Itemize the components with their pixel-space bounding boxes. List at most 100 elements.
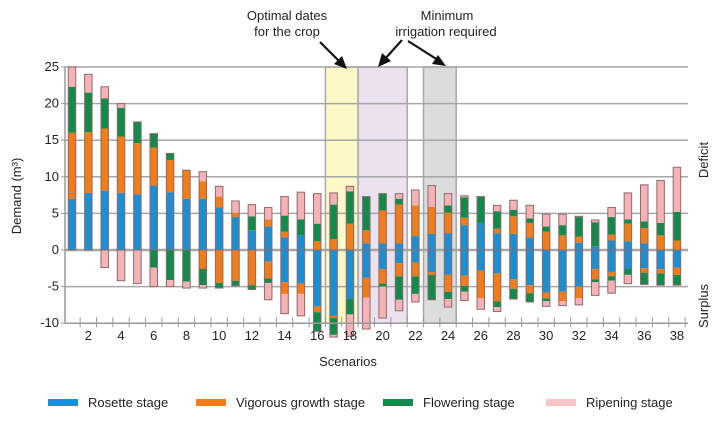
bar-segment-flowering-pos	[509, 209, 518, 217]
bar-outline-neg	[214, 249, 224, 289]
bar-segment-ripening-pos	[624, 192, 632, 220]
bar-segment-flowering-neg	[427, 274, 436, 300]
bar-segment-ripening-pos	[68, 67, 76, 87]
bar-segment-vigorous-pos	[84, 132, 93, 193]
bar-segment-vigorous-neg	[427, 271, 436, 275]
bar-segment-vigorous-pos	[150, 147, 158, 186]
bar-segment-rosette-neg	[558, 250, 567, 292]
bar-segment-flowering-pos	[477, 196, 485, 223]
bar-outline-neg	[100, 249, 109, 269]
bar-segment-ripening-neg	[166, 280, 174, 287]
bar-segment-ripening-pos	[248, 204, 256, 217]
bar-segment-ripening-pos	[100, 86, 109, 99]
bar-outline-neg	[590, 249, 600, 296]
y-tick-label: 10	[45, 169, 59, 184]
scenario-bar-10	[214, 185, 224, 289]
bar-outline-neg	[313, 249, 322, 332]
scenario-bar-26	[476, 196, 485, 310]
scenario-bar-23	[427, 185, 436, 301]
x-axis-title: Scenarios	[319, 354, 377, 369]
scenario-bar-24	[443, 193, 453, 308]
bar-segment-rosette-neg	[493, 250, 501, 274]
y-axis-title: Demand (m³)	[9, 158, 24, 235]
x-tick-label: 26	[474, 328, 488, 343]
legend-swatch-vigorous	[196, 399, 226, 406]
bar-segment-rosette-pos	[362, 243, 371, 250]
bar-segment-flowering-neg	[460, 285, 469, 292]
bar-segment-rosette-pos	[575, 242, 583, 250]
scenario-bar-7	[165, 152, 175, 288]
bar-segment-ripening-neg	[117, 250, 125, 281]
bar-segment-flowering-pos	[346, 191, 354, 224]
bar-segment-ripening-neg	[411, 293, 420, 302]
bar-segment-flowering-neg	[542, 298, 550, 302]
bar-segment-vigorous-pos	[444, 212, 452, 234]
bar-outline-neg	[149, 249, 158, 288]
bar-segment-rosette-pos	[411, 236, 420, 250]
bar-segment-vigorous-pos	[166, 159, 174, 193]
bar-segment-ripening-pos	[346, 186, 354, 192]
bar-segment-ripening-pos	[444, 193, 452, 206]
bar-segment-ripening-neg	[558, 301, 567, 306]
bar-segment-ripening-neg	[493, 307, 501, 312]
bar-segment-rosette-neg	[329, 250, 338, 316]
scenario-bar-37	[656, 179, 665, 286]
bar-segment-rosette-neg	[411, 250, 420, 263]
x-tick-label: 10	[212, 328, 226, 343]
bar-segment-flowering-pos	[607, 217, 616, 235]
bar-segment-rosette-pos	[166, 192, 174, 250]
bar-outline-neg	[116, 249, 126, 282]
bar-segment-rosette-neg	[542, 250, 550, 293]
bar-segment-ripening-neg	[477, 298, 485, 310]
bar-segment-ripening-pos	[329, 192, 338, 205]
surplus-label: Surplus	[696, 283, 711, 328]
legend-item-ripening: Ripening stage	[546, 395, 673, 410]
scenario-bar-36	[640, 184, 649, 285]
bar-segment-rosette-pos	[68, 198, 76, 250]
annotation-optimal-line1: Optimal dates	[247, 8, 328, 23]
legend-swatch-flowering	[383, 399, 413, 406]
bar-segment-ripening-pos	[493, 205, 501, 212]
y-tick-label: 0	[52, 242, 59, 257]
axes	[61, 66, 688, 328]
y-tick-label: -5	[47, 279, 59, 294]
legend-label-ripening: Ripening stage	[586, 395, 673, 410]
bar-segment-vigorous-pos	[313, 241, 321, 250]
bar-segment-ripening-pos	[526, 205, 534, 219]
bar-segment-vigorous-pos	[231, 212, 240, 218]
bar-segment-vigorous-neg	[248, 250, 256, 286]
bar-segment-flowering-pos	[575, 217, 583, 237]
annotation-arrow-minimum-a	[383, 39, 403, 61]
bar-segment-vigorous-neg	[542, 292, 550, 299]
bar-segment-ripening-pos	[264, 207, 272, 220]
bar-segment-flowering-pos	[166, 153, 174, 160]
arrowhead-minimum-b	[432, 55, 446, 66]
scenario-bar-5	[133, 121, 142, 285]
bar-segment-ripening-pos	[84, 74, 93, 93]
bar-segment-vigorous-pos	[607, 234, 616, 241]
bar-segment-ripening-neg	[182, 281, 191, 289]
bar-segment-ripening-pos	[395, 193, 403, 199]
x-tick-label: 24	[441, 328, 455, 343]
y-tick-label: 15	[45, 132, 59, 147]
arrowhead-minimum-a	[378, 53, 391, 67]
bar-segment-ripening-neg	[133, 250, 142, 284]
bar-segment-flowering-pos	[297, 219, 305, 236]
bar-segment-flowering-pos	[117, 107, 125, 137]
bar-segment-rosette-neg	[509, 250, 518, 280]
scenario-bar-14	[280, 196, 289, 315]
bar-segment-ripening-pos	[313, 193, 321, 224]
bar-segment-flowering-pos	[395, 198, 403, 205]
annotation-arrow-optimal	[319, 41, 341, 63]
bar-segment-flowering-pos	[362, 196, 371, 231]
bar-segment-ripening-neg	[395, 299, 403, 311]
scenario-bar-13	[263, 207, 273, 301]
bar-outline-neg	[525, 249, 535, 303]
bar-outline-neg	[362, 249, 371, 330]
bar-segment-rosette-neg	[460, 250, 469, 276]
bar-outline-neg	[541, 249, 551, 307]
annotation-arrow-minimum-b	[407, 40, 439, 61]
y-tick-labels: -10 -5 0 5 10 15 20 25	[40, 59, 59, 330]
bar-segment-vigorous-neg	[280, 282, 289, 294]
